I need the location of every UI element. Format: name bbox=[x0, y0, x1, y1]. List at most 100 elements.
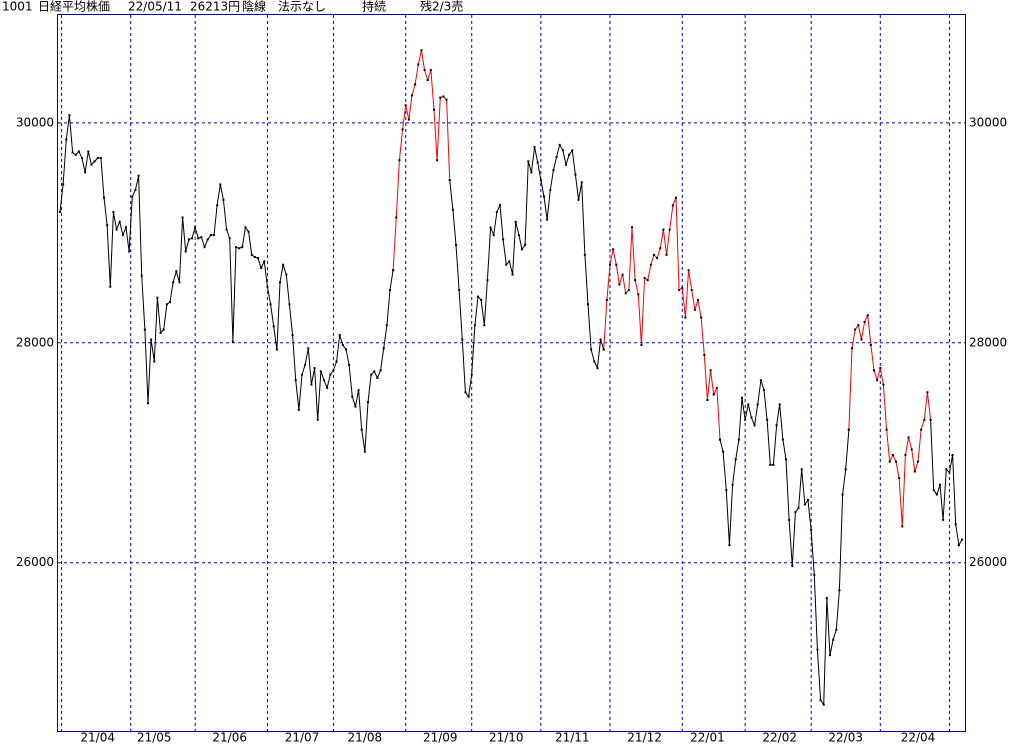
price-dot bbox=[473, 324, 476, 327]
price-dot bbox=[112, 210, 115, 213]
header-item: 法示なし bbox=[278, 0, 326, 14]
price-dot bbox=[763, 389, 765, 392]
price-dot bbox=[200, 236, 203, 239]
price-dot bbox=[835, 628, 838, 631]
price-dot bbox=[357, 389, 360, 392]
price-dot bbox=[159, 331, 162, 334]
price-dot bbox=[558, 143, 561, 146]
price-dot bbox=[957, 544, 960, 547]
price-dot bbox=[961, 538, 963, 541]
x-tick-label: 21/09 bbox=[423, 731, 458, 745]
price-dot bbox=[282, 263, 285, 266]
header-item: 1001 bbox=[2, 0, 33, 14]
price-dot bbox=[244, 226, 247, 229]
price-dot bbox=[700, 316, 703, 319]
price-dot bbox=[942, 518, 945, 521]
price-dot bbox=[781, 438, 784, 441]
price-dot bbox=[209, 234, 212, 237]
price-dot bbox=[398, 159, 401, 162]
price-dot bbox=[693, 308, 696, 311]
price-dot bbox=[917, 460, 919, 463]
price-dot bbox=[115, 228, 118, 231]
price-dot bbox=[829, 654, 831, 657]
price-dot bbox=[797, 506, 800, 509]
price-dot bbox=[74, 153, 77, 156]
price-dot bbox=[521, 248, 523, 251]
price-dot bbox=[750, 416, 753, 419]
price-dot bbox=[231, 340, 234, 343]
price-dot bbox=[131, 195, 134, 198]
price-dot bbox=[382, 347, 385, 350]
price-dot bbox=[653, 253, 655, 256]
price-dot bbox=[310, 383, 313, 386]
x-tick-label: 22/04 bbox=[901, 731, 936, 745]
price-dot bbox=[90, 163, 93, 166]
price-dot bbox=[288, 303, 291, 306]
price-dot bbox=[788, 518, 791, 521]
price-dot bbox=[260, 267, 263, 270]
price-dot bbox=[951, 453, 954, 456]
price-dot bbox=[379, 369, 382, 372]
price-dot bbox=[929, 418, 932, 421]
price-dot bbox=[156, 296, 159, 299]
price-dot bbox=[401, 128, 404, 131]
price-dot bbox=[678, 289, 681, 292]
price-dot bbox=[341, 344, 344, 347]
y-tick-label-right: 30000 bbox=[969, 115, 1007, 129]
price-dot bbox=[882, 383, 885, 386]
price-dot bbox=[150, 338, 153, 341]
price-dot bbox=[583, 253, 586, 256]
price-dot bbox=[172, 281, 175, 284]
price-dot bbox=[879, 367, 882, 370]
price-dot bbox=[524, 243, 527, 246]
price-dot bbox=[825, 596, 828, 599]
price-dot bbox=[263, 260, 266, 263]
price-dot bbox=[822, 703, 825, 706]
price-dot bbox=[404, 104, 407, 107]
price-dot bbox=[279, 281, 281, 284]
header-item: 日経平均株価 bbox=[38, 0, 110, 14]
price-dot bbox=[266, 285, 269, 288]
price-dot bbox=[803, 503, 806, 506]
price-dot bbox=[137, 174, 140, 177]
price-dot bbox=[772, 463, 775, 466]
price-dot bbox=[646, 279, 649, 282]
price-dot bbox=[392, 269, 395, 272]
price-dot bbox=[703, 353, 706, 356]
price-dot bbox=[505, 263, 508, 266]
price-dot bbox=[477, 295, 479, 298]
price-dot bbox=[857, 324, 860, 327]
price-dot bbox=[741, 396, 743, 399]
price-dot bbox=[587, 303, 589, 306]
price-dot bbox=[847, 428, 850, 431]
price-dot bbox=[351, 395, 354, 398]
price-dot bbox=[65, 138, 68, 141]
price-dot bbox=[436, 159, 439, 162]
price-dot bbox=[913, 470, 916, 473]
price-dot bbox=[68, 114, 71, 117]
price-dot bbox=[143, 328, 146, 331]
price-dot bbox=[665, 253, 668, 256]
price-dot bbox=[948, 471, 951, 474]
price-dot bbox=[590, 348, 593, 351]
price-dot bbox=[819, 699, 822, 702]
price-dot bbox=[731, 483, 734, 486]
price-dot bbox=[429, 69, 432, 72]
price-dot bbox=[147, 402, 149, 405]
price-dot bbox=[59, 210, 61, 213]
price-dot bbox=[301, 373, 303, 376]
x-tick-label: 21/04 bbox=[80, 731, 115, 745]
price-dot bbox=[187, 238, 190, 241]
price-dot bbox=[238, 247, 241, 250]
price-dot bbox=[675, 196, 677, 199]
price-dot bbox=[621, 273, 624, 276]
price-dot bbox=[367, 401, 369, 404]
price-dot bbox=[216, 204, 219, 207]
price-dot bbox=[637, 293, 640, 296]
price-dot bbox=[681, 286, 684, 289]
price-dot bbox=[319, 370, 322, 373]
price-dot bbox=[709, 369, 712, 372]
x-tick-label: 22/02 bbox=[762, 731, 797, 745]
price-dot bbox=[332, 369, 335, 372]
